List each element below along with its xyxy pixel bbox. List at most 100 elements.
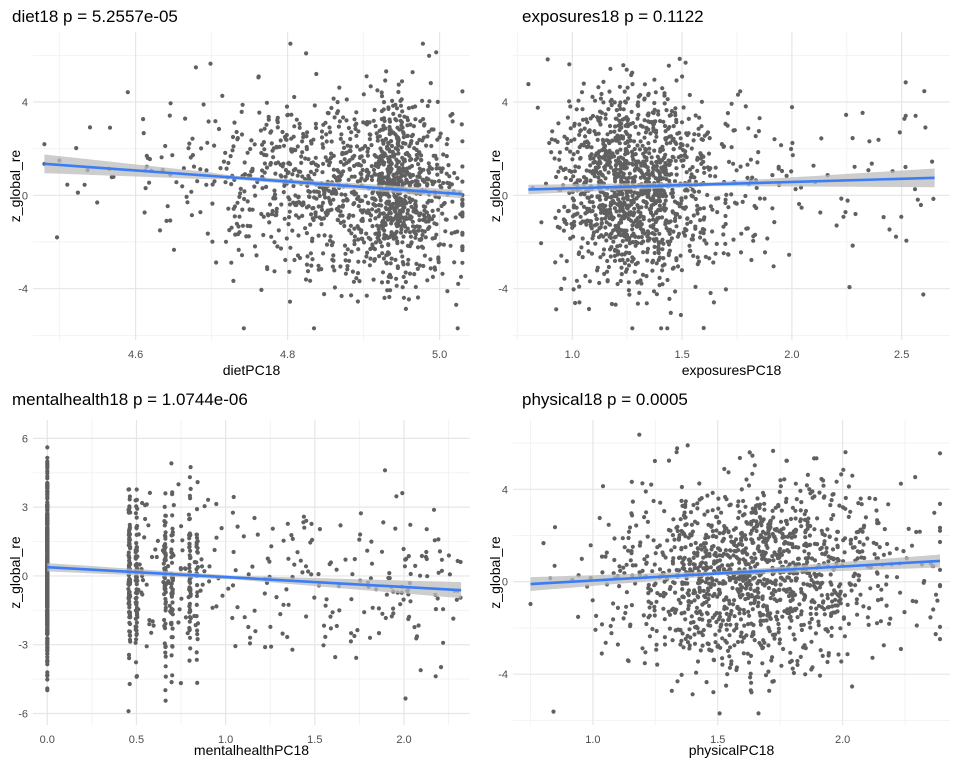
data-point: [656, 112, 661, 117]
data-point: [214, 260, 219, 265]
data-point: [295, 173, 300, 178]
data-point: [212, 179, 217, 184]
data-point: [677, 215, 682, 220]
data-point: [937, 567, 943, 573]
data-point: [903, 164, 908, 170]
data-point: [183, 116, 188, 121]
data-point: [356, 259, 361, 264]
data-point: [399, 224, 404, 229]
data-point: [134, 582, 139, 587]
data-point: [441, 152, 446, 157]
data-point: [394, 163, 399, 169]
data-point: [758, 622, 764, 627]
data-point: [570, 157, 575, 162]
data-point: [144, 502, 149, 507]
data-point: [641, 151, 646, 156]
data-point: [245, 199, 250, 204]
data-point: [658, 146, 663, 152]
data-point: [595, 194, 600, 199]
data-point: [591, 230, 597, 235]
data-point: [187, 565, 192, 571]
data-point: [686, 535, 691, 540]
data-point: [300, 174, 305, 179]
data-point: [169, 560, 175, 565]
data-point: [526, 82, 531, 87]
data-point: [776, 626, 782, 631]
data-point: [288, 245, 293, 250]
data-point: [588, 222, 593, 227]
data-point: [605, 132, 610, 137]
data-point: [833, 597, 838, 602]
data-point: [401, 131, 406, 136]
data-point: [313, 125, 319, 131]
data-point: [850, 136, 855, 141]
data-point: [398, 127, 403, 132]
data-point: [839, 472, 844, 477]
data-point: [127, 497, 132, 502]
data-point: [317, 527, 322, 532]
data-point: [405, 150, 410, 156]
data-point: [576, 251, 581, 257]
data-point: [394, 198, 399, 203]
data-point: [923, 125, 928, 130]
data-point: [798, 508, 803, 513]
data-point: [188, 533, 193, 538]
data-point: [665, 277, 670, 283]
data-point: [659, 192, 664, 197]
data-point: [339, 172, 344, 177]
data-point: [428, 81, 433, 86]
data-point: [330, 264, 335, 269]
data-point: [231, 144, 236, 149]
data-point: [377, 128, 382, 133]
data-point: [275, 125, 280, 130]
data-point: [372, 107, 377, 113]
data-point: [45, 677, 50, 682]
data-point: [460, 139, 465, 144]
data-point: [385, 279, 390, 285]
data-point: [364, 74, 369, 79]
data-point: [168, 101, 173, 106]
data-point: [678, 145, 683, 150]
data-point: [728, 645, 733, 650]
data-point: [176, 482, 181, 487]
data-point: [690, 233, 696, 238]
data-point: [631, 157, 636, 162]
data-point: [612, 176, 618, 181]
data-point: [403, 270, 408, 275]
data-point: [133, 627, 138, 632]
data-point: [617, 220, 622, 226]
data-point: [170, 513, 175, 518]
data-point: [884, 582, 889, 587]
data-point: [624, 590, 630, 595]
data-point: [651, 110, 656, 116]
data-point: [619, 180, 624, 185]
data-point: [681, 164, 686, 169]
data-point: [437, 166, 442, 171]
data-point: [658, 500, 663, 505]
data-point: [669, 548, 674, 553]
data-point: [274, 206, 279, 211]
data-point: [431, 153, 436, 158]
data-point: [383, 126, 388, 131]
data-point: [352, 163, 357, 168]
data-point: [700, 137, 706, 142]
data-point: [170, 526, 175, 531]
x-tick-label: 0.5: [129, 734, 144, 746]
data-point: [868, 586, 873, 591]
data-point: [902, 610, 907, 615]
data-point: [913, 113, 918, 118]
data-point: [218, 166, 223, 171]
data-point: [686, 116, 691, 121]
data-point: [234, 129, 239, 135]
data-point: [598, 207, 603, 212]
data-point: [622, 116, 627, 121]
data-point: [349, 293, 354, 298]
data-point: [369, 539, 374, 544]
data-point: [592, 171, 597, 176]
data-point: [547, 140, 552, 146]
data-point: [699, 99, 705, 104]
data-point: [687, 92, 692, 98]
data-point: [272, 188, 277, 193]
data-point: [161, 561, 166, 566]
data-point: [667, 113, 672, 118]
